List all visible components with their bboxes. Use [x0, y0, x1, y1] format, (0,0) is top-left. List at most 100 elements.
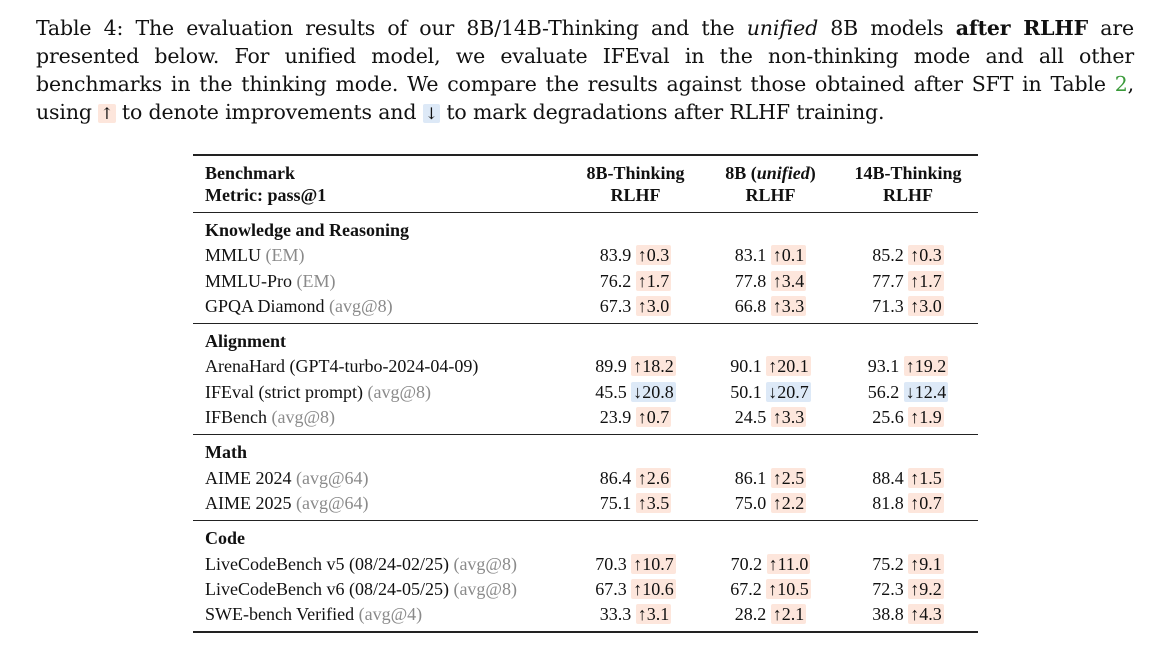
score-cell: 75.1 ↑3.5	[568, 491, 703, 521]
delta-up: ↑10.6	[631, 578, 676, 599]
section-title: Knowledge and Reasoning	[205, 220, 410, 240]
caption-suffix: to mark degradations after RLHF training…	[439, 100, 885, 124]
benchmark-name: AIME 2024 (avg@64)	[205, 467, 369, 488]
score-value: 45.5	[595, 381, 627, 402]
table-row: MMLU (EM) 83.9 ↑0.3 83.1 ↑0.1 85.2 ↑0.3	[193, 243, 978, 268]
score-cell: 85.2 ↑0.3	[838, 243, 978, 268]
delta-up: ↑3.4	[770, 270, 807, 291]
score-value: 75.1	[599, 492, 632, 513]
benchmark-metric: (avg@64)	[296, 467, 369, 488]
delta-up: ↑3.1	[635, 604, 672, 625]
score-value: 90.1	[730, 356, 762, 377]
score-value: 83.1	[734, 245, 767, 266]
table-row: SWE-bench Verified (avg@4) 33.3 ↑3.1 28.2 …	[193, 602, 978, 631]
score-value: 71.3	[872, 295, 904, 316]
table-row: IFEval (strict prompt) (avg@8) 45.5 ↓20.8…	[193, 380, 978, 405]
benchmark-metric: (avg@8)	[453, 578, 518, 599]
score-value: 38.8	[872, 604, 904, 625]
score-value: 72.3	[872, 578, 904, 599]
score-value: 67.3	[595, 578, 627, 599]
score-cell: 28.2 ↑2.1	[703, 602, 838, 631]
score-value: 25.6	[872, 407, 904, 428]
score-cell: 67.3 ↑3.0	[568, 294, 703, 324]
delta-up: ↑10.7	[631, 553, 676, 574]
score-cell: 33.3 ↑3.1	[568, 602, 703, 631]
benchmark-name: IFEval (strict prompt) (avg@8)	[205, 381, 432, 402]
score-value: 77.8	[734, 270, 767, 291]
score-cell: 77.7 ↑1.7	[838, 269, 978, 294]
section-header: Knowledge and Reasoning	[193, 213, 978, 244]
delta-up: ↑0.7	[635, 407, 672, 428]
delta-up: ↑3.3	[770, 295, 807, 316]
score-cell: 70.3 ↑10.7	[568, 552, 703, 577]
table-row: AIME 2025 (avg@64) 75.1 ↑3.5 75.0 ↑2.2 81.8…	[193, 491, 978, 521]
score-value: 67.2	[730, 578, 762, 599]
score-cell: 72.3 ↑9.2	[838, 577, 978, 602]
caption-mid1: 8B models	[818, 16, 956, 40]
score-value: 77.7	[872, 270, 904, 291]
score-value: 75.2	[872, 553, 904, 574]
score-cell: 66.8 ↑3.3	[703, 294, 838, 324]
table-row: LiveCodeBench v6 (08/24-05/25) (avg@8) 67…	[193, 577, 978, 602]
delta-up: ↑9.1	[908, 553, 944, 574]
delta-up: ↑1.5	[908, 467, 944, 488]
score-value: 75.0	[734, 492, 767, 513]
score-cell: 89.9 ↑18.2	[568, 354, 703, 379]
score-value: 85.2	[872, 245, 904, 266]
score-cell: 23.9 ↑0.7	[568, 405, 703, 435]
caption-unified: unified	[746, 16, 819, 40]
benchmark-metric: (EM)	[265, 245, 305, 266]
score-value: 28.2	[734, 604, 767, 625]
table-row: AIME 2024 (avg@64) 86.4 ↑2.6 86.1 ↑2.5 88.4…	[193, 466, 978, 491]
section-header: Alignment	[193, 323, 978, 355]
benchmark-metric: (EM)	[296, 270, 336, 291]
delta-up: ↑20.1	[766, 356, 811, 377]
benchmark-name: MMLU (EM)	[205, 245, 305, 266]
benchmark-name: LiveCodeBench v6 (08/24-05/25) (avg@8)	[205, 578, 518, 599]
score-value: 86.1	[734, 467, 767, 488]
score-value: 66.8	[734, 295, 767, 316]
score-cell: 86.4 ↑2.6	[568, 466, 703, 491]
score-value: 88.4	[872, 467, 904, 488]
delta-up: ↑0.1	[770, 245, 807, 266]
score-cell: 70.2 ↑11.0	[703, 552, 838, 577]
up-arrow-icon: ↑	[98, 104, 116, 123]
caption-prefix: Table 4: The evaluation results of our 8…	[36, 16, 747, 40]
header-8b-thinking: 8B-Thinking RLHF	[568, 156, 703, 213]
delta-up: ↑2.5	[770, 467, 807, 488]
score-value: 76.2	[599, 270, 632, 291]
section-title: Alignment	[193, 323, 978, 355]
score-cell: 45.5 ↓20.8	[568, 380, 703, 405]
benchmark-metric: (avg@64)	[296, 492, 369, 513]
delta-up: ↑0.3	[635, 245, 672, 266]
score-cell: 75.0 ↑2.2	[703, 491, 838, 521]
benchmark-name: LiveCodeBench v5 (08/24-02/25) (avg@8)	[205, 553, 518, 574]
results-table: Benchmark Metric: pass@1 8B-Thinking RLH…	[193, 154, 978, 634]
score-value: 70.3	[595, 553, 627, 574]
benchmark-metric: (avg@8)	[367, 381, 432, 402]
table-ref-link[interactable]: 2	[1114, 72, 1128, 96]
delta-up: ↑11.0	[766, 553, 811, 574]
score-cell: 90.1 ↑20.1	[703, 354, 838, 379]
score-cell: 76.2 ↑1.7	[568, 269, 703, 294]
table-header-row: Benchmark Metric: pass@1 8B-Thinking RLH…	[193, 156, 978, 213]
benchmark-metric: (avg@8)	[453, 553, 518, 574]
section-title: Math	[193, 434, 978, 466]
score-cell: 81.8 ↑0.7	[838, 491, 978, 521]
score-value: 93.1	[867, 356, 900, 377]
score-cell: 24.5 ↑3.3	[703, 405, 838, 435]
table-row: ArenaHard (GPT4-turbo-2024-04-09) 89.9 ↑1…	[193, 354, 978, 379]
delta-up: ↑18.2	[631, 356, 676, 377]
table-row: GPQA Diamond (avg@8) 67.3 ↑3.0 66.8 ↑3.3 71…	[193, 294, 978, 324]
score-cell: 50.1 ↓20.7	[703, 380, 838, 405]
score-cell: 77.8 ↑3.4	[703, 269, 838, 294]
table-body: Knowledge and Reasoning MMLU (EM) 83.9 ↑0.…	[193, 213, 978, 632]
table-row: MMLU-Pro (EM) 76.2 ↑1.7 77.8 ↑3.4 77.7 ↑1.7	[193, 269, 978, 294]
section-title: Code	[193, 520, 978, 552]
benchmark-name: ArenaHard (GPT4-turbo-2024-04-09)	[205, 356, 479, 377]
table-caption: Table 4: The evaluation results of our 8…	[36, 14, 1134, 128]
delta-up: ↑2.1	[770, 604, 807, 625]
score-cell: 75.2 ↑9.1	[838, 552, 978, 577]
score-value: 24.5	[734, 407, 767, 428]
delta-up: ↑4.3	[908, 604, 944, 625]
